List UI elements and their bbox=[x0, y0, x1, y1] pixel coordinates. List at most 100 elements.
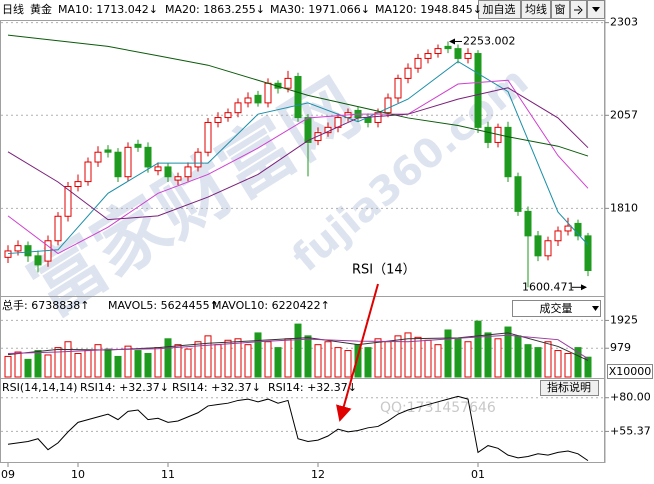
candle-body bbox=[54, 215, 62, 242]
volume-bar bbox=[4, 355, 12, 378]
volume-bar bbox=[404, 332, 412, 378]
volume-bar bbox=[24, 358, 32, 378]
series-line bbox=[7, 34, 589, 157]
button[interactable] bbox=[521, 0, 551, 19]
volume-bar bbox=[264, 341, 272, 378]
volume-bar bbox=[44, 354, 52, 378]
indicator-title: RSI(14,14,14) bbox=[2, 381, 77, 394]
candle-body bbox=[34, 255, 42, 266]
button-label[interactable]: 窗 bbox=[555, 2, 566, 16]
volume-bar bbox=[124, 345, 132, 378]
legend-entry: MA10: 1713.042↓ bbox=[58, 3, 158, 16]
info-button-label[interactable]: 指标说明 bbox=[547, 380, 591, 394]
candle-body bbox=[24, 245, 32, 257]
volume-bar bbox=[484, 332, 492, 378]
legend-entry: RSI14: +32.37↓ bbox=[80, 381, 169, 394]
volume-bar bbox=[174, 344, 182, 378]
x-tick-label: 12 bbox=[311, 468, 325, 481]
candle-body bbox=[414, 57, 422, 69]
volume-bar bbox=[414, 336, 422, 378]
volume-bar bbox=[374, 338, 382, 378]
info-button[interactable] bbox=[540, 380, 599, 396]
legend-entry: 总手: 6738838↑ bbox=[2, 298, 89, 312]
volume-bar bbox=[304, 335, 312, 378]
volume-bar bbox=[474, 320, 482, 378]
volume-bar bbox=[334, 347, 342, 378]
candle-body bbox=[244, 97, 252, 104]
volume-bar bbox=[154, 347, 162, 378]
volume-bar bbox=[104, 348, 112, 378]
volume-bar bbox=[544, 341, 552, 378]
volume-bar bbox=[364, 347, 372, 378]
candle-body bbox=[464, 53, 472, 59]
volume-bar bbox=[574, 347, 582, 378]
volume-bar bbox=[394, 335, 402, 378]
volume-bar bbox=[14, 351, 22, 378]
volume-bar bbox=[84, 350, 92, 378]
volume-bar bbox=[384, 341, 392, 378]
candle-body bbox=[384, 97, 392, 114]
candle-body bbox=[84, 161, 92, 183]
unit-box bbox=[607, 364, 653, 379]
watermark-qq: QQ:1731457646 bbox=[380, 400, 496, 416]
high-label: 2253.002 bbox=[463, 34, 516, 47]
volume-bar bbox=[514, 335, 522, 378]
indicator-select[interactable] bbox=[512, 300, 601, 317]
candle-body bbox=[284, 77, 292, 89]
candle-body bbox=[454, 48, 462, 59]
candle-body bbox=[184, 166, 192, 178]
legend-entry: RSI14: +32.37↓ bbox=[172, 381, 261, 394]
candle-body bbox=[214, 117, 222, 123]
candle-body bbox=[154, 166, 162, 172]
candle-body bbox=[194, 151, 202, 168]
legend-entry: MAVOL5: 5624455↑ bbox=[108, 299, 219, 312]
series-line bbox=[7, 79, 589, 255]
candle-body bbox=[424, 53, 432, 59]
candle-body bbox=[104, 149, 112, 153]
volume-bar bbox=[584, 356, 592, 378]
candle-body bbox=[124, 146, 132, 178]
volume-bar bbox=[494, 338, 502, 378]
symbol: 黄金 bbox=[30, 2, 52, 16]
volume-bar bbox=[194, 341, 202, 378]
volume-bar bbox=[344, 350, 352, 378]
volume-bar bbox=[294, 323, 302, 378]
y-tick-label: 1810 bbox=[610, 201, 638, 214]
candle-body bbox=[404, 67, 412, 79]
button-label[interactable]: 加自选 bbox=[483, 3, 516, 16]
candle-body bbox=[524, 210, 532, 237]
volume-bar bbox=[554, 350, 562, 378]
volume-bar bbox=[504, 326, 512, 378]
y-tick-label: 1925 bbox=[610, 313, 638, 326]
legend-entry: MA30: 1971.066↓ bbox=[270, 3, 370, 16]
candle-body bbox=[504, 126, 512, 178]
volume-bar bbox=[164, 338, 172, 378]
candle-body bbox=[474, 53, 482, 128]
candle-body bbox=[204, 121, 212, 153]
y-tick-label: 979 bbox=[610, 341, 631, 354]
candle-body bbox=[144, 146, 152, 168]
button-label[interactable]: 均线 bbox=[525, 2, 547, 16]
candle-body bbox=[304, 117, 312, 143]
annotation: RSI（14） bbox=[352, 263, 416, 278]
volume-bar bbox=[34, 350, 42, 378]
indicator-select-label[interactable]: 成交量 bbox=[540, 301, 573, 315]
volume-bar bbox=[144, 352, 152, 378]
volume-bar bbox=[454, 338, 462, 378]
volume-bar bbox=[184, 348, 192, 378]
series-line bbox=[7, 60, 589, 255]
candle-body bbox=[484, 126, 492, 143]
legend-entry: MA120: 1948.845↓ bbox=[375, 3, 482, 16]
icon bbox=[574, 5, 583, 15]
icon bbox=[592, 306, 599, 311]
volume-bar bbox=[274, 347, 282, 378]
button[interactable] bbox=[551, 0, 570, 19]
y-tick-label: +80.00 bbox=[610, 391, 651, 404]
candle-body bbox=[534, 235, 542, 257]
volume-bar bbox=[534, 347, 542, 378]
volume-bar bbox=[204, 335, 212, 378]
volume-bar bbox=[464, 341, 472, 378]
button[interactable] bbox=[478, 0, 521, 19]
volume-bar bbox=[114, 355, 122, 378]
